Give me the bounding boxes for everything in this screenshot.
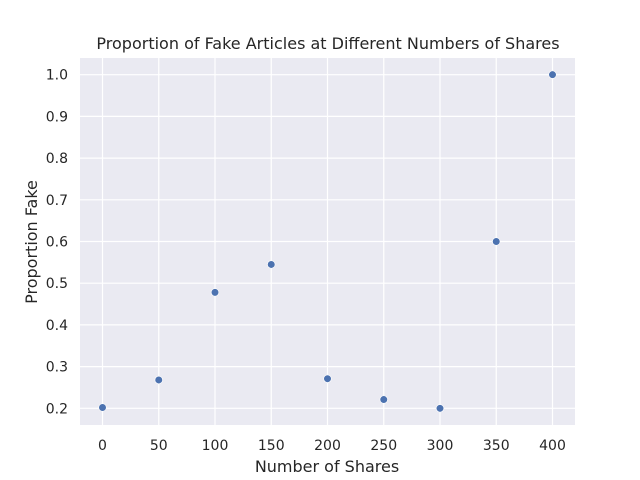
y-tick-label: 0.4 bbox=[46, 318, 68, 334]
y-tick-label: 0.3 bbox=[46, 360, 68, 376]
data-point bbox=[210, 288, 220, 297]
y-tick-label: 0.6 bbox=[46, 235, 68, 251]
y-tick-label: 0.7 bbox=[46, 193, 68, 209]
x-tick-label: 350 bbox=[483, 438, 510, 454]
y-tick-label: 0.8 bbox=[46, 151, 68, 167]
data-point bbox=[435, 404, 445, 413]
chart-title: Proportion of Fake Articles at Different… bbox=[96, 34, 559, 53]
data-point bbox=[379, 395, 388, 404]
y-tick-label: 0.9 bbox=[46, 109, 68, 125]
x-axis-label: Number of Shares bbox=[255, 457, 399, 476]
x-tick-label: 50 bbox=[150, 438, 168, 454]
x-tick-label: 250 bbox=[370, 438, 397, 454]
x-tick-label: 150 bbox=[258, 438, 285, 454]
x-tick-label: 100 bbox=[202, 438, 229, 454]
data-point bbox=[323, 374, 332, 383]
grid-lines bbox=[80, 58, 575, 425]
x-axis-ticks: 0 50 100 150 200 250 300 350 400 bbox=[98, 438, 566, 454]
data-points bbox=[98, 70, 557, 413]
data-point bbox=[154, 375, 163, 385]
x-tick-label: 300 bbox=[427, 438, 454, 454]
x-tick-label: 0 bbox=[98, 438, 107, 454]
data-point bbox=[98, 403, 107, 412]
y-tick-label: 0.2 bbox=[46, 401, 68, 417]
x-tick-label: 400 bbox=[539, 438, 566, 454]
data-point bbox=[548, 70, 557, 79]
y-tick-label: 0.5 bbox=[46, 276, 68, 292]
y-axis-ticks: 0.2 0.3 0.4 0.5 0.6 0.7 0.8 0.9 1.0 bbox=[46, 68, 68, 418]
y-axis-label: Proportion Fake bbox=[22, 180, 41, 304]
data-point bbox=[267, 260, 276, 269]
y-tick-label: 1.0 bbox=[46, 68, 68, 84]
data-point bbox=[492, 237, 501, 246]
x-tick-label: 200 bbox=[314, 438, 341, 454]
